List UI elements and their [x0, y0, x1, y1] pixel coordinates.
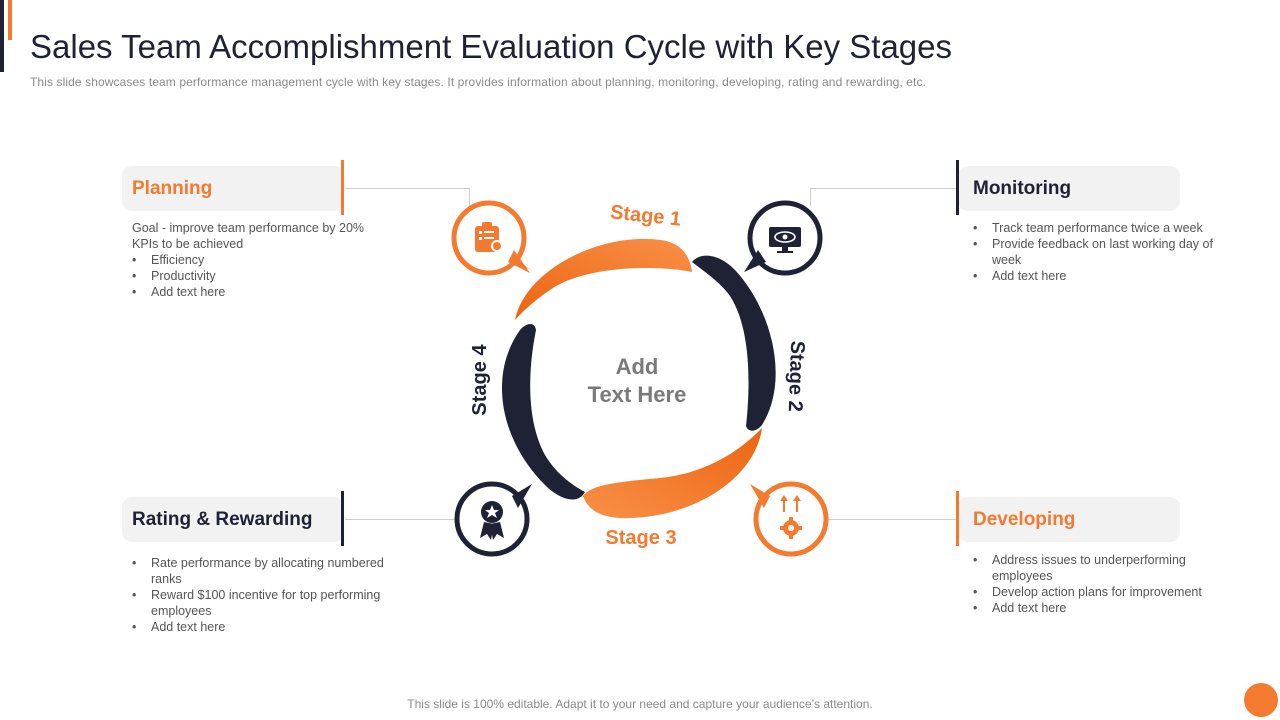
corner-dot: [1244, 683, 1278, 717]
developing-bullet: Address issues to underperforming employ…: [973, 552, 1223, 584]
planning-intro-1: Goal - improve team performance by 20%: [132, 221, 365, 235]
monitoring-text: Track team performance twice a week Prov…: [973, 220, 1223, 284]
monitoring-bullet: Track team performance twice a week: [973, 220, 1223, 236]
planning-bullet: Efficiency: [132, 252, 402, 268]
planning-title: Planning: [132, 177, 213, 199]
connector-rating-h: [345, 519, 457, 520]
planning-text: Goal - improve team performance by 20% K…: [132, 220, 402, 300]
stage3-label: Stage 3: [605, 527, 676, 549]
planning-bullet: Productivity: [132, 268, 402, 284]
center-text-line2: Text Here: [588, 382, 687, 407]
award-ribbon-icon: [454, 481, 532, 557]
planning-intro-2: KPIs to be achieved: [132, 237, 244, 251]
developing-accent-line: [956, 491, 959, 546]
monitoring-bullet-list: Track team performance twice a week Prov…: [973, 220, 1223, 284]
connector-planning-h: [345, 188, 470, 189]
stage2-label: Stage 2: [784, 340, 808, 412]
monitor-eye-icon: [744, 200, 823, 276]
monitoring-accent-line: [956, 160, 959, 215]
planning-accent-line: [341, 160, 344, 215]
rating-bullet-list: Rate performance by allocating numbered …: [132, 555, 402, 635]
accent-bar-orange: [8, 0, 12, 40]
accent-bar-navy: [0, 0, 4, 72]
planning-bullet-list: Efficiency Productivity Add text here: [132, 252, 402, 300]
planning-card-header: Planning: [122, 166, 344, 211]
stage4-label: Stage 4: [469, 344, 491, 416]
developing-text: Address issues to underperforming employ…: [973, 552, 1223, 616]
planning-bullet: Add text here: [132, 284, 402, 300]
connector-developing-h: [828, 519, 958, 520]
monitoring-card-header: Monitoring: [958, 166, 1180, 211]
developing-card-header: Developing: [958, 497, 1180, 542]
stage1-label: Stage 1: [609, 201, 682, 230]
page-subtitle: This slide showcases team performance ma…: [30, 75, 926, 89]
rating-bullet: Rate performance by allocating numbered …: [132, 555, 402, 587]
stage2-arc: [692, 255, 776, 431]
center-text-line1: Add: [616, 354, 659, 379]
developing-bullet: Develop action plans for improvement: [973, 584, 1223, 600]
gear-arrows-icon: [750, 481, 829, 557]
page-title: Sales Team Accomplishment Evaluation Cyc…: [30, 28, 953, 65]
connector-monitoring-h: [810, 188, 958, 189]
stage1-arc: [515, 238, 692, 320]
rating-bullet: Reward $100 incentive for top performing…: [132, 587, 402, 619]
developing-bullet: Add text here: [973, 600, 1223, 616]
rating-text: Rate performance by allocating numbered …: [132, 555, 402, 635]
rating-accent-line: [341, 491, 344, 546]
rating-card-header: Rating & Rewarding: [122, 497, 344, 542]
developing-bullet-list: Address issues to underperforming employ…: [973, 552, 1223, 616]
footer-note: This slide is 100% editable. Adapt it to…: [407, 697, 873, 711]
developing-title: Developing: [973, 508, 1076, 530]
connector-planning-v: [469, 188, 470, 206]
clipboard-checklist-icon: [451, 200, 530, 276]
monitoring-title: Monitoring: [973, 177, 1072, 199]
stage3-arc: [583, 428, 762, 519]
stage4-arc: [501, 324, 585, 500]
connector-monitoring-v: [810, 188, 811, 206]
monitoring-bullet: Provide feedback on last working day of …: [973, 236, 1223, 268]
rating-title: Rating & Rewarding: [132, 508, 313, 530]
rating-bullet: Add text here: [132, 619, 402, 635]
monitoring-bullet: Add text here: [973, 268, 1223, 284]
